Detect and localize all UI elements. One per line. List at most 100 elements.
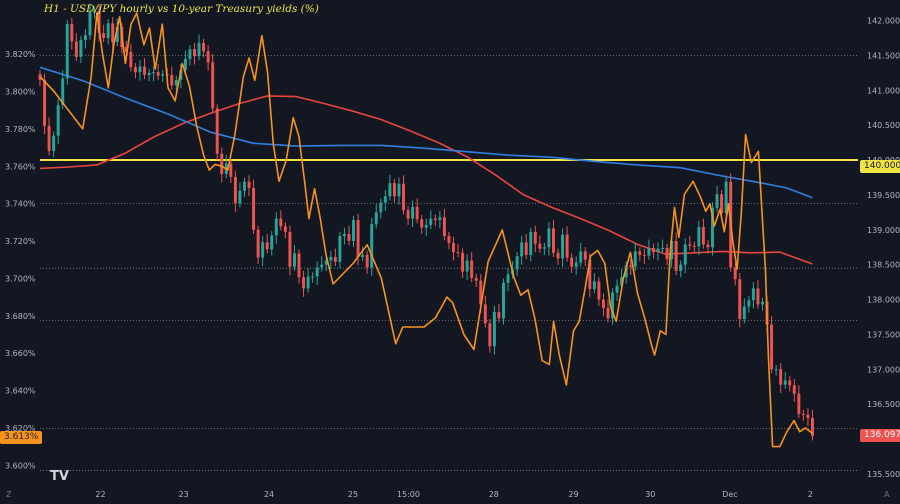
yield-tick-label: 3.720%: [5, 237, 36, 246]
candle-body: [283, 226, 287, 232]
candle-body: [111, 23, 115, 43]
candle-body: [270, 235, 274, 250]
candle-body: [70, 24, 74, 42]
candle-body: [797, 393, 801, 414]
candle-body: [688, 244, 692, 246]
candle-body: [683, 244, 687, 265]
candle-body: [106, 23, 110, 39]
candle-body: [642, 254, 646, 256]
candle-body: [315, 267, 319, 277]
candle-body: [788, 380, 792, 386]
candle-body: [679, 264, 683, 271]
candle-body: [711, 208, 714, 248]
candle-body: [742, 306, 746, 320]
candle-body: [406, 210, 410, 219]
candle-body: [188, 49, 192, 59]
candle-body: [783, 380, 787, 385]
yield-tick-label: 3.640%: [5, 387, 36, 396]
yield-tick-label: 3.780%: [5, 125, 36, 134]
candle-body: [538, 243, 542, 249]
candle-body: [638, 251, 642, 255]
candle-body: [61, 78, 65, 105]
candle-body: [229, 163, 233, 177]
candle-body: [747, 300, 751, 307]
candle-body: [492, 312, 496, 347]
candle-body: [583, 251, 587, 260]
candle-body: [365, 254, 369, 268]
candle-body: [597, 281, 601, 300]
candle-body: [620, 277, 624, 286]
key-level-badge: 140.000: [860, 160, 900, 173]
candle-body: [533, 231, 537, 244]
candle-body: [574, 262, 578, 267]
candle-body: [211, 62, 215, 109]
candle-body: [692, 245, 696, 247]
candle-body: [252, 187, 256, 230]
candle-body: [665, 247, 669, 260]
candle-body: [674, 240, 678, 271]
current-yield-badge: 3.613%: [0, 430, 43, 444]
candle-body: [601, 299, 605, 308]
candle-body: [129, 51, 133, 68]
candle-body: [488, 323, 492, 347]
candle-body: [751, 288, 755, 301]
candle-body: [256, 229, 260, 258]
candle-body: [102, 33, 106, 39]
price-tick-label: 138.000: [867, 296, 900, 305]
candle-body: [456, 252, 460, 254]
x-tick-label: 28: [489, 490, 499, 499]
candle-body: [133, 67, 137, 73]
candle-body: [324, 260, 328, 265]
candle-body: [756, 288, 760, 305]
x-tick-label: 22: [95, 490, 105, 499]
candle-body: [152, 72, 156, 74]
candle-body: [74, 41, 78, 57]
candle-body: [433, 218, 437, 221]
candle-body: [542, 247, 546, 249]
price-tick-label: 138.500: [867, 261, 900, 270]
candle-body: [47, 125, 51, 151]
x-tick-label: 24: [264, 490, 274, 499]
x-tick-label: 23: [179, 490, 189, 499]
yield-line: [39, 12, 813, 448]
candle-body: [197, 42, 201, 57]
yield-tick-label: 3.660%: [5, 349, 36, 358]
candle-body: [470, 260, 474, 278]
candle-body: [138, 66, 142, 73]
candle-body: [147, 72, 151, 75]
candle-body: [424, 224, 428, 228]
candle-body: [279, 218, 283, 227]
yield-tick-label: 3.760%: [5, 162, 36, 171]
candle-body: [261, 242, 265, 258]
candle-body: [524, 242, 528, 255]
candle-body: [515, 256, 519, 270]
yield-tick-label: 3.620%: [5, 424, 36, 433]
candles-group: [38, 3, 814, 441]
candle-body: [670, 240, 674, 260]
candle-body: [629, 265, 633, 267]
candle-body: [520, 242, 524, 257]
candle-body: [611, 292, 615, 319]
x-tick-label: 2: [808, 490, 813, 499]
candle-body: [606, 307, 610, 319]
chart-title: H1 - USD/JPY hourly vs 10-year Treasury …: [44, 3, 319, 15]
candle-body: [724, 181, 728, 214]
candle-body: [388, 183, 392, 197]
candle-body: [483, 304, 487, 324]
candle-body: [474, 277, 478, 281]
candle-body: [193, 49, 196, 57]
candle-body: [565, 234, 569, 258]
candle-body: [215, 108, 219, 154]
corner-right-label[interactable]: A: [884, 490, 890, 499]
candle-body: [243, 181, 246, 191]
candle-body: [479, 280, 483, 305]
candle-body: [97, 10, 101, 34]
candle-body: [779, 369, 783, 385]
candle-body: [374, 212, 378, 225]
candle-body: [202, 42, 206, 52]
candle-body: [738, 279, 742, 320]
candle-body: [551, 228, 555, 253]
corner-left-label[interactable]: Z: [6, 490, 12, 499]
candle-body: [297, 253, 301, 278]
